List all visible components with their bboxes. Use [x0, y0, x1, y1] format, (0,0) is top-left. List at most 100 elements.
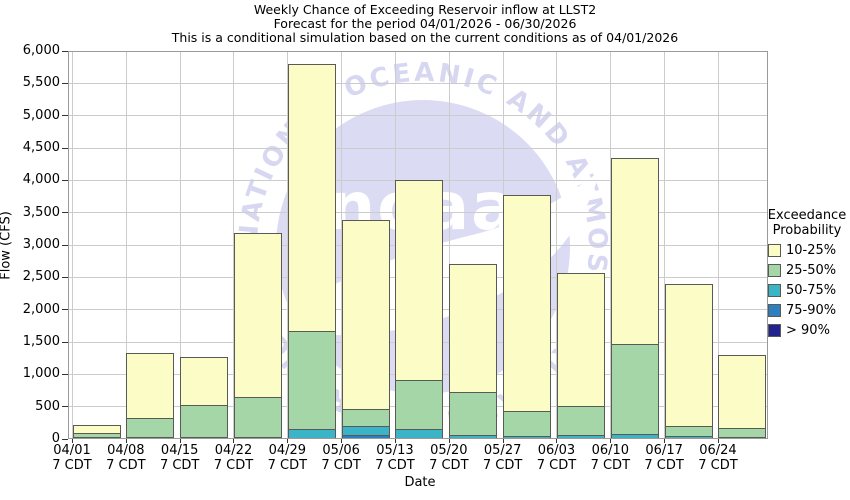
bar-segment-25-50%: [181, 405, 228, 438]
bar-segment-25-50%: [719, 428, 766, 438]
x-tick-label: 05/27 7 CDT: [482, 443, 523, 473]
legend-swatch-icon: [768, 244, 781, 257]
x-tick-label: 05/13 7 CDT: [375, 443, 415, 473]
bar-segment-50-75%: [396, 428, 443, 438]
x-tick-label: 04/22 7 CDT: [213, 443, 254, 473]
y-tick-label: 0: [51, 431, 60, 446]
legend-item-2: 50-75%: [768, 283, 850, 298]
gridline-v: [664, 51, 666, 439]
x-tick-label: 06/24 7 CDT: [698, 443, 738, 473]
bar-segment-25-50%: [665, 426, 712, 437]
x-tick-label: 05/06 7 CDT: [321, 443, 361, 473]
legend: Exceedance Probability 10-25% 25-50% 50-75…: [764, 208, 850, 343]
chart-title-line3: This is a conditional simulation based o…: [171, 30, 679, 45]
y-tick-label: 4,500: [22, 140, 60, 155]
bar-segment-50-75%: [557, 435, 604, 438]
y-tick-mark: [62, 438, 68, 440]
gridline-v: [72, 51, 73, 439]
x-tick-mark: [287, 439, 289, 443]
legend-swatch-icon: [768, 284, 781, 297]
y-tick-label: 5,000: [22, 107, 60, 123]
y-tick-mark: [62, 115, 68, 117]
bar-04-22: [233, 233, 282, 439]
bar-04-15: [180, 356, 229, 439]
bar-segment-25-50%: [504, 410, 551, 437]
legend-item-3: 75-90%: [768, 303, 850, 318]
bar-segment-25-50%: [288, 330, 335, 429]
bar-05-06: [341, 220, 390, 439]
bar-05-13: [395, 180, 444, 439]
legend-swatch-icon: [768, 324, 781, 337]
y-tick-mark: [62, 244, 68, 246]
x-tick-mark: [179, 439, 181, 443]
y-tick-mark: [62, 82, 68, 84]
y-tick-mark: [62, 406, 68, 408]
legend-items: 10-25% 25-50% 50-75% 75-90% > 90%: [764, 243, 850, 338]
bar-segment-50-75%: [611, 434, 658, 438]
x-tick-mark: [448, 439, 450, 443]
x-tick-mark: [610, 439, 612, 443]
gridline-v: [125, 51, 127, 439]
bar-segment-50-75%: [342, 425, 389, 436]
bar-06-17: [664, 283, 713, 439]
x-tick-mark: [556, 439, 558, 443]
y-tick-mark: [62, 179, 68, 181]
chart-title-line1: Weekly Chance of Exceeding Reservoir inf…: [253, 2, 597, 17]
bar-segment-50-75%: [450, 435, 497, 438]
x-tick-mark: [502, 439, 504, 443]
x-tick-mark: [664, 439, 666, 443]
bar-06-10: [610, 157, 659, 439]
y-tick-label: 1,000: [22, 366, 60, 382]
y-tick-mark: [62, 276, 68, 278]
bar-segment-25-50%: [611, 343, 658, 435]
chart-title-line2: Forecast for the period 04/01/2026 - 06/…: [273, 16, 577, 31]
legend-item-label: 25-50%: [786, 263, 837, 278]
bar-segment-50-75%: [127, 437, 174, 438]
legend-item-label: 10-25%: [786, 243, 837, 258]
legend-title: Exceedance Probability: [767, 208, 847, 238]
y-tick-mark: [62, 373, 68, 375]
x-tick-label: 04/15 7 CDT: [159, 443, 200, 473]
bar-segment-50-75%: [181, 437, 228, 438]
bar-segment-25-50%: [342, 408, 389, 426]
plot-area: NATIONAL OCEANIC AND ATMOSPHERIC ADMINIS…: [68, 51, 768, 439]
x-tick-mark: [717, 439, 719, 443]
bar-segment-25-50%: [127, 417, 174, 438]
bar-06-03: [556, 273, 605, 439]
y-tick-label: 5,500: [22, 75, 60, 91]
bar-segment-50-75%: [288, 428, 335, 438]
bar-04-08: [126, 353, 175, 439]
x-tick-mark: [72, 439, 73, 443]
bar-segment-25-50%: [396, 379, 443, 429]
bar-06-24: [718, 354, 767, 439]
bar-segment-25-50%: [450, 392, 497, 436]
y-tick-label: 6,000: [22, 43, 60, 58]
x-tick-label: 06/17 7 CDT: [644, 443, 684, 473]
bar-05-27: [503, 194, 552, 439]
legend-item-label: 75-90%: [786, 303, 837, 318]
x-tick-label: 06/10 7 CDT: [590, 443, 631, 473]
y-tick-label: 2,500: [22, 269, 60, 285]
bar-segment-50-75%: [719, 437, 766, 438]
y-tick-label: 4,000: [22, 172, 60, 188]
gridline-v: [717, 51, 719, 439]
gridline-h: [68, 82, 768, 84]
legend-item-label: 50-75%: [786, 283, 837, 298]
x-tick-label: 04/01 7 CDT: [52, 443, 92, 473]
bar-segment-75-90%: [342, 435, 389, 438]
bar-segment-25-50%: [557, 405, 604, 436]
legend-swatch-icon: [768, 264, 781, 277]
gridline-v: [179, 51, 181, 439]
x-tick-label: 04/08 7 CDT: [106, 443, 146, 473]
legend-item-0: 10-25%: [768, 243, 850, 258]
bar-segment-50-75%: [234, 437, 281, 438]
bar-segment-25-50%: [73, 433, 120, 438]
gridline-h: [68, 147, 768, 149]
gridline-h: [68, 115, 768, 117]
y-tick-mark: [62, 147, 68, 149]
bar-05-20: [449, 264, 498, 439]
y-tick-label: 500: [35, 398, 60, 414]
x-tick-mark: [394, 439, 396, 443]
y-tick-label: 1,500: [22, 334, 60, 349]
